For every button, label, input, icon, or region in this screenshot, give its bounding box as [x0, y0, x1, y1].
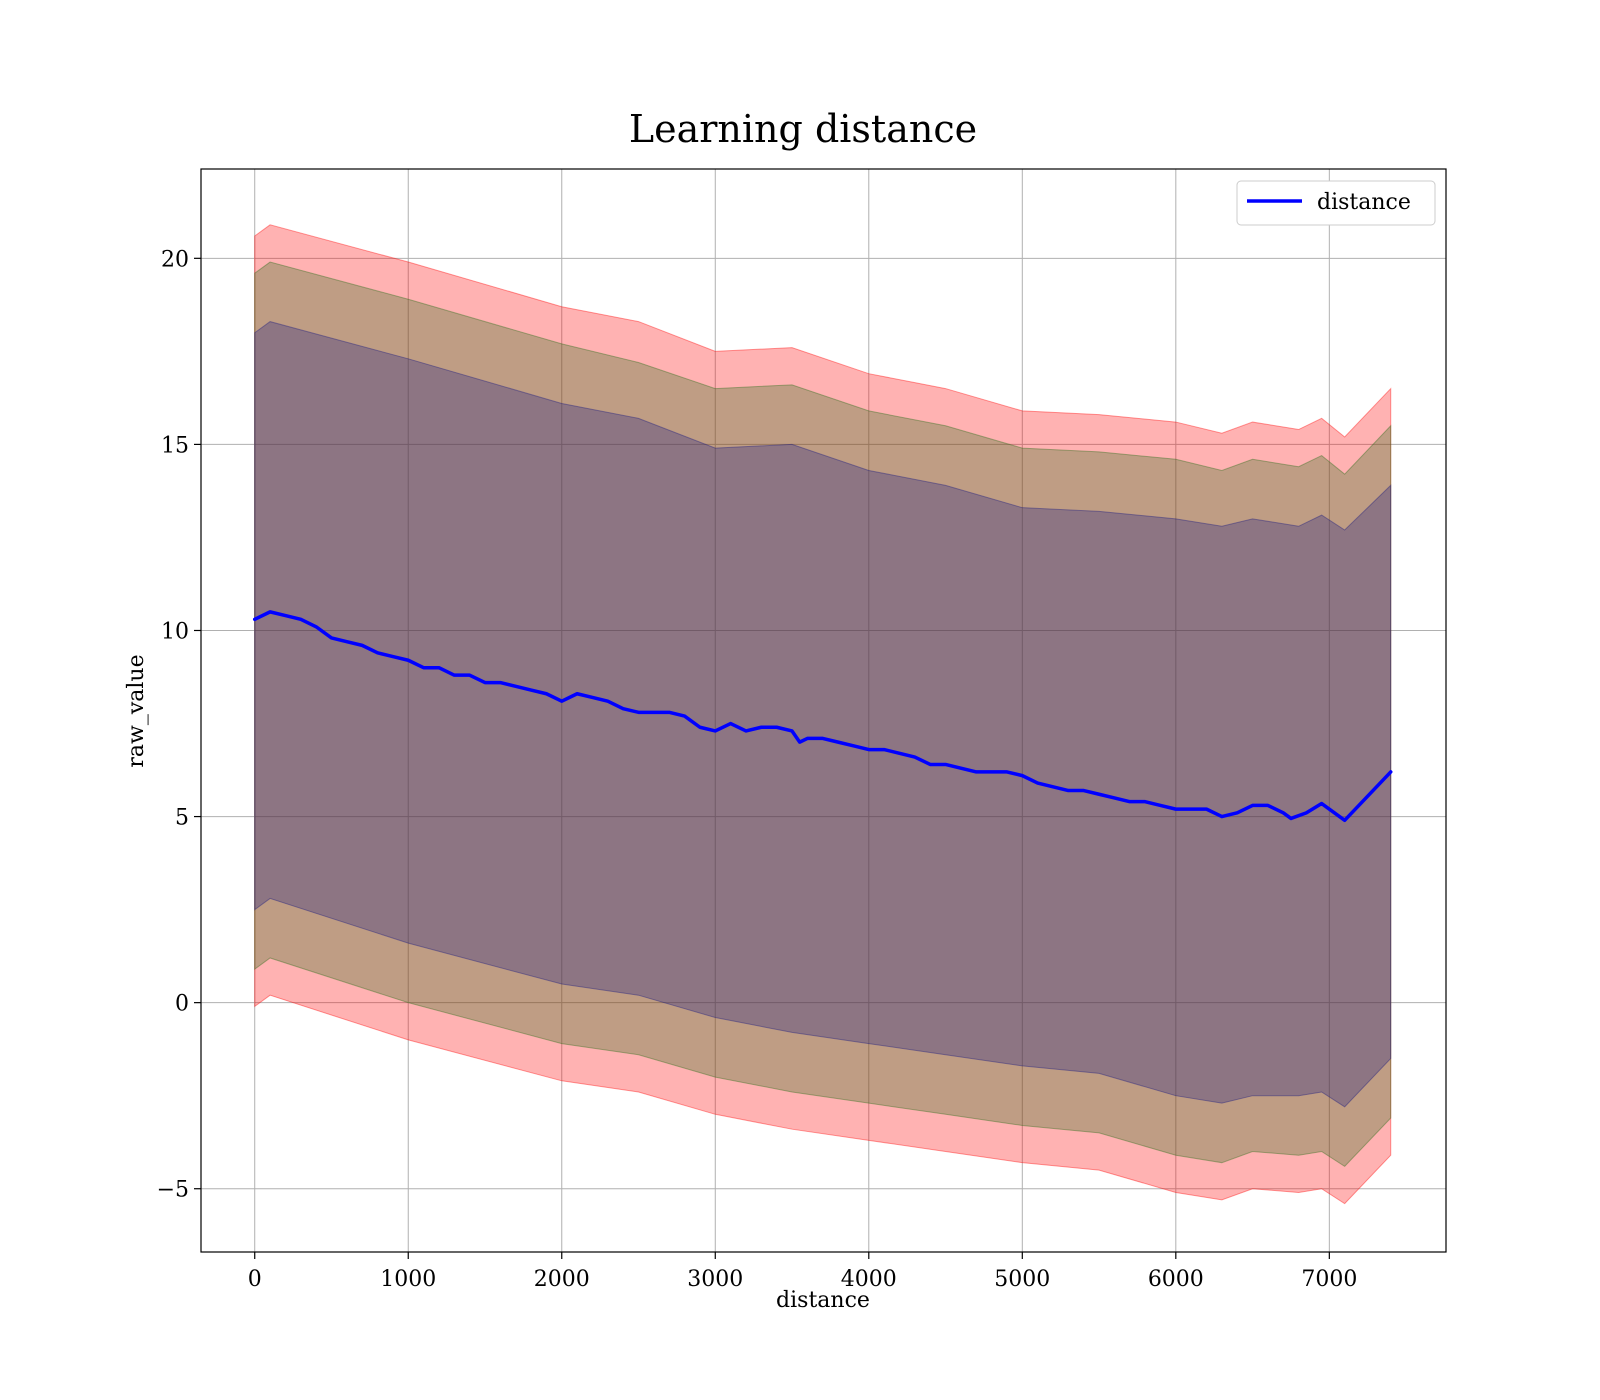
x-tick-label: 6000: [1148, 1267, 1204, 1292]
y-axis-label: raw_value: [124, 654, 149, 767]
grid: [201, 169, 1446, 1252]
confidence-bands: [254, 224, 1392, 1205]
y-tick-label: −5: [157, 1178, 189, 1203]
series-line-distance: [252, 610, 1393, 823]
y-tick-label: 0: [175, 992, 189, 1017]
x-tick-label: 5000: [994, 1267, 1050, 1292]
confidence-band-3: [254, 321, 1392, 1108]
x-tick-label: 3000: [687, 1267, 743, 1292]
series-lines: [252, 610, 1393, 823]
chart-title: Learning distance: [629, 107, 977, 151]
x-tick-label: 2000: [534, 1267, 590, 1292]
plot-frame: [200, 168, 1447, 1253]
x-tick-label: 4000: [841, 1267, 897, 1292]
y-tick-label: 20: [161, 247, 189, 272]
x-axis-label: distance: [776, 1288, 870, 1313]
x-tick-label: 1000: [380, 1267, 436, 1292]
x-tick-label: 0: [248, 1267, 262, 1292]
confidence-band-1: [254, 224, 1392, 1205]
y-axis-ticks: −5 0 5 10 15 20: [157, 247, 201, 1203]
legend: distance: [1236, 180, 1436, 226]
y-tick-label: 5: [175, 806, 189, 831]
x-axis-ticks: 0 1000 2000 3000 4000 5000 6000 7000: [248, 1252, 1357, 1292]
y-tick-label: 10: [161, 619, 189, 644]
legend-label-distance: distance: [1317, 190, 1411, 215]
legend-box: [1236, 180, 1436, 226]
y-tick-label: 15: [161, 433, 189, 458]
confidence-band-2: [254, 261, 1392, 1168]
x-tick-label: 7000: [1301, 1267, 1357, 1292]
